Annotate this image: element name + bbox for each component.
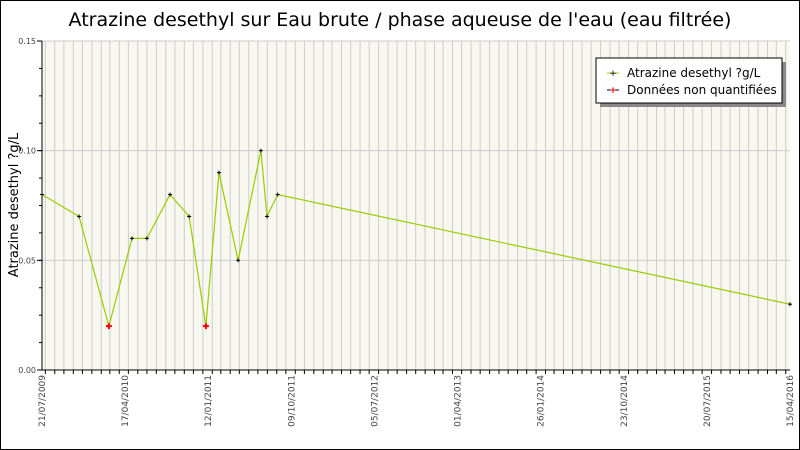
x-tick-label: 12/01/2011 (204, 375, 214, 427)
x-tick-label: 09/10/2011 (287, 375, 297, 427)
data-point (275, 192, 280, 197)
data-point (168, 192, 173, 197)
legend-marker-series: + (609, 69, 617, 79)
data-point (187, 214, 192, 219)
x-tick-label: 21/07/2009 (38, 375, 48, 427)
data-point (144, 236, 149, 241)
data-point-non-quantified (202, 323, 209, 330)
legend-marker-nonquant: + (609, 86, 617, 96)
x-tick-label: 05/07/2012 (370, 375, 380, 427)
y-axis-label: Atrazine desethyl ?g/L (7, 132, 22, 277)
data-point (788, 302, 792, 307)
data-point (236, 258, 241, 263)
data-point (40, 192, 44, 197)
legend-box (595, 57, 783, 104)
data-point (265, 214, 270, 219)
x-tick-label: 17/04/2010 (121, 375, 131, 427)
x-tick-label: 15/04/2016 (786, 375, 796, 427)
x-tick-label: 20/07/2015 (703, 375, 713, 427)
series-line (41, 150, 791, 329)
x-tick-label: 01/04/2013 (454, 375, 464, 427)
legend-label-series: Atrazine desethyl ?g/L (627, 66, 761, 80)
data-point (130, 236, 135, 241)
y-tick-label: 0.15 (18, 37, 36, 46)
data-point (216, 170, 221, 175)
x-tick-label: 26/01/2014 (537, 375, 547, 427)
legend: + Atrazine desethyl ?g/L + Données non q… (595, 57, 786, 107)
data-point-non-quantified (105, 323, 112, 330)
y-tick-label: 0.05 (18, 256, 36, 265)
y-tick-label: 0.10 (18, 147, 36, 156)
legend-label-nonquant: Données non quantifiées (627, 83, 777, 97)
data-point (258, 148, 263, 153)
x-tick-label: 23/10/2014 (620, 375, 630, 427)
y-tick-label: 0.00 (18, 366, 36, 375)
data-point (77, 214, 82, 219)
chart-title: Atrazine desethyl sur Eau brute / phase … (69, 9, 732, 31)
